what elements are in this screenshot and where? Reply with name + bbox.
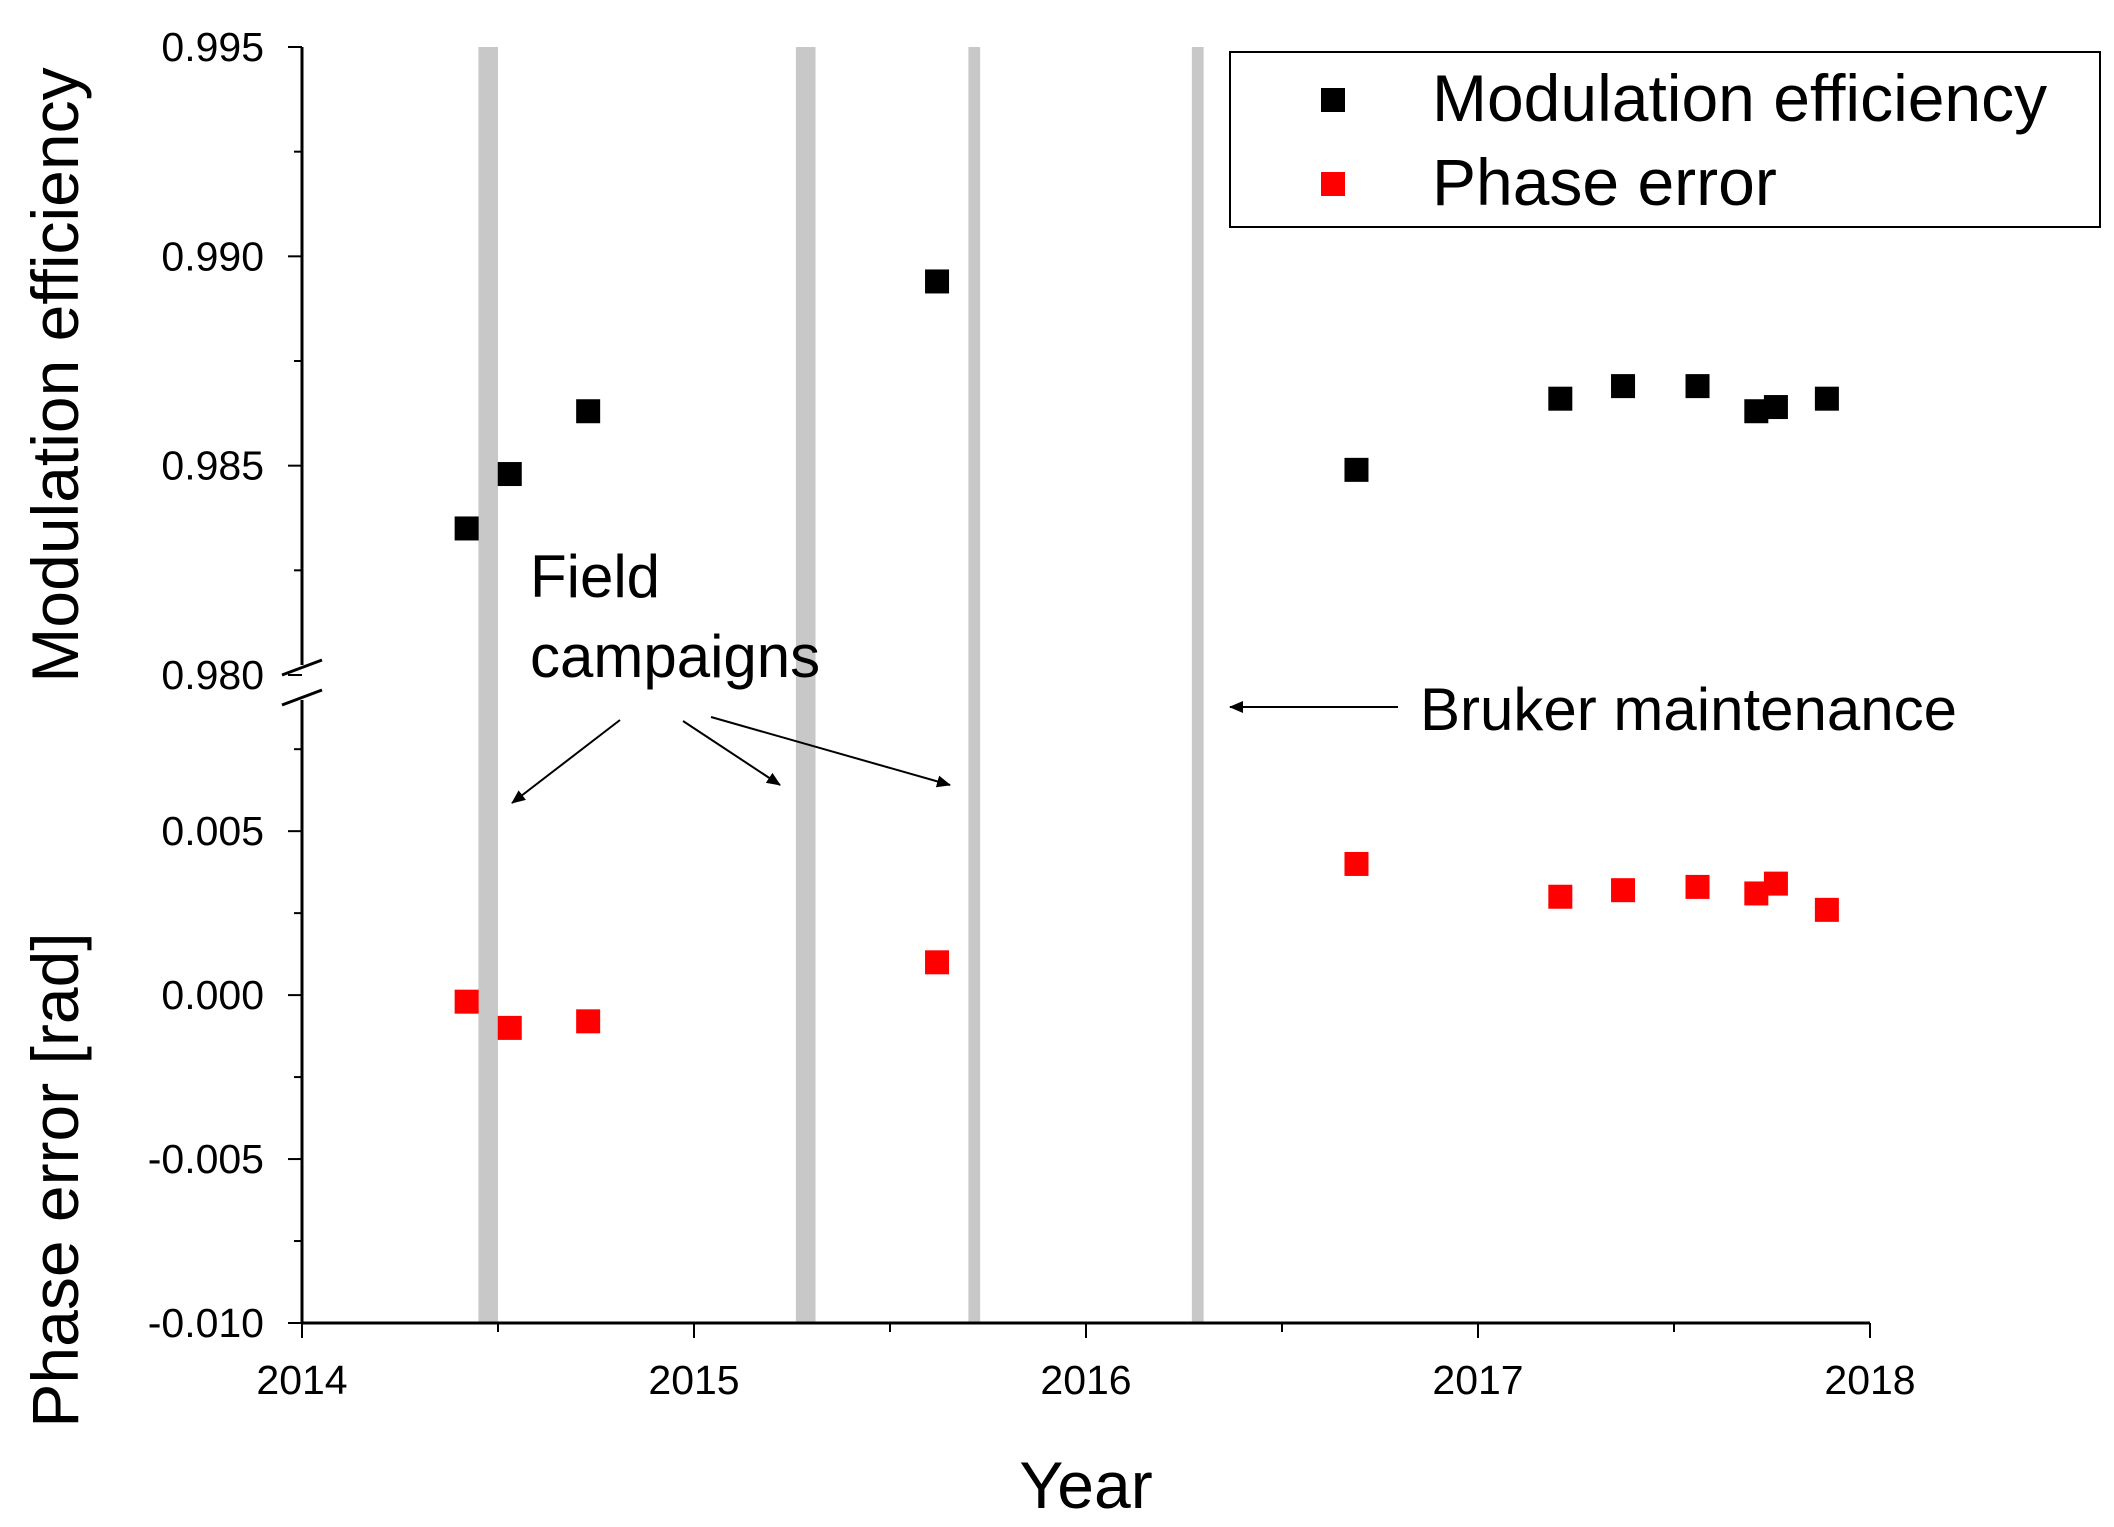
x-tick-label-2: 2016	[1040, 1357, 1131, 1403]
x-tick-label-0: 2014	[256, 1357, 347, 1403]
arrow-to-campaign-1	[511, 719, 621, 804]
phase-points	[454, 851, 1839, 1040]
axis-break-mark	[281, 658, 323, 707]
y-tick-label-lower-2: 0.000	[161, 972, 264, 1018]
y-axis-label-upper: Modulation efficiency	[18, 67, 92, 682]
annotation-field: Field	[530, 543, 660, 610]
field-campaigns-annotation: Field campaigns	[511, 543, 951, 804]
modulation-point-5	[1344, 457, 1369, 482]
y-tick-label-upper-1: 0.985	[161, 443, 264, 489]
modulation-point-10	[1763, 395, 1788, 420]
modulation-point-8	[1685, 374, 1710, 399]
modulation-point-1	[454, 516, 479, 541]
legend: Modulation efficiency Phase error	[1229, 51, 2101, 228]
phase-point-5	[1344, 851, 1369, 876]
y-tick-label-lower-1: -0.005	[148, 1136, 264, 1182]
shaded-period-1	[478, 47, 498, 1323]
modulation-point-4	[925, 269, 950, 294]
phase-point-4	[925, 950, 950, 975]
modulation-point-7	[1611, 374, 1636, 399]
lower-y-ticks: -0.010 -0.005 0.000 0.005	[148, 748, 302, 1346]
x-tick-label-1: 2015	[648, 1357, 739, 1403]
phase-point-8	[1685, 874, 1710, 899]
y-tick-label-upper-3: 0.995	[161, 24, 264, 70]
annotation-campaigns: campaigns	[530, 623, 820, 690]
x-ticks: 2014 2015 2016 2017 2018	[256, 1323, 1916, 1403]
y-axis-label-lower: Phase error [rad]	[18, 932, 92, 1427]
legend-label-phase: Phase error	[1432, 145, 1777, 219]
modulation-point-11	[1814, 386, 1839, 411]
phase-point-2	[497, 1015, 522, 1040]
modulation-point-3	[576, 399, 601, 424]
y-tick-label-lower-0: -0.010	[148, 1300, 264, 1346]
phase-point-7	[1611, 878, 1636, 903]
legend-marker-phase	[1321, 172, 1345, 196]
modulation-point-6	[1548, 386, 1573, 411]
modulation-points	[454, 269, 1839, 541]
legend-marker-modulation	[1321, 88, 1345, 112]
x-tick-label-4: 2018	[1824, 1357, 1915, 1403]
upper-y-ticks: 0.980 0.985 0.990 0.995	[161, 24, 302, 698]
arrow-to-campaign-3	[710, 716, 951, 788]
phase-point-3	[576, 1009, 601, 1034]
shaded-period-4	[1191, 47, 1204, 1323]
bruker-annotation: Bruker maintenance	[1229, 676, 1957, 743]
shaded-period-3	[968, 47, 981, 1323]
phase-point-1	[454, 989, 479, 1014]
phase-point-11	[1814, 897, 1839, 922]
arrow-to-campaign-2	[682, 720, 781, 786]
y-tick-label-lower-3: 0.005	[161, 808, 264, 854]
modulation-point-2	[497, 462, 522, 487]
y-tick-label-upper-2: 0.990	[161, 233, 264, 279]
phase-point-6	[1548, 884, 1573, 909]
legend-label-modulation: Modulation efficiency	[1432, 61, 2047, 135]
x-tick-label-3: 2017	[1432, 1357, 1523, 1403]
phase-point-10	[1763, 871, 1788, 896]
x-axis-label: Year	[1019, 1448, 1152, 1522]
shaded-periods	[478, 47, 1204, 1323]
annotation-bruker: Bruker maintenance	[1420, 676, 1957, 743]
legend-box	[1229, 51, 2101, 228]
shaded-period-2	[795, 47, 816, 1323]
y-tick-label-upper-0: 0.980	[161, 652, 264, 698]
